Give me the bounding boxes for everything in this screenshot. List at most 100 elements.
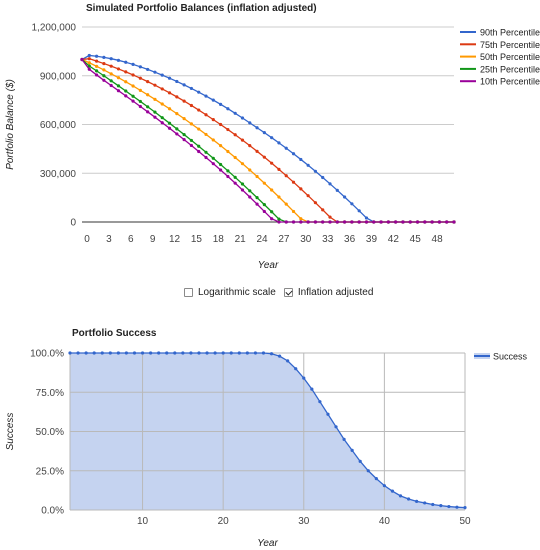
data-point — [445, 220, 449, 224]
chart-title: Simulated Portfolio Balances (inflation … — [86, 3, 317, 14]
legend-label: 90th Percentile — [480, 28, 540, 38]
data-point — [109, 64, 113, 68]
data-point — [328, 182, 332, 186]
data-point — [182, 83, 186, 87]
logarithmic-scale-option[interactable]: Logarithmic scale — [184, 287, 276, 298]
data-point — [248, 189, 252, 193]
inflation-adjusted-checkbox[interactable] — [283, 287, 293, 297]
data-point — [197, 108, 201, 112]
x-tick-label: 3 — [106, 234, 112, 245]
data-point — [189, 122, 194, 126]
data-point — [408, 220, 412, 224]
series-75th-percentile — [80, 57, 456, 224]
data-point — [364, 220, 369, 224]
data-point — [173, 351, 177, 355]
data-point — [328, 220, 332, 224]
data-point — [146, 80, 150, 84]
y-tick-label: 0 — [70, 218, 76, 229]
data-point — [306, 220, 310, 224]
data-point — [138, 99, 142, 104]
data-point — [284, 174, 288, 178]
data-point — [277, 167, 281, 171]
data-point — [277, 220, 281, 224]
data-point — [140, 351, 145, 355]
data-point — [299, 187, 303, 191]
data-point — [255, 174, 259, 179]
data-point — [321, 175, 325, 180]
data-point — [437, 220, 442, 224]
data-point — [294, 367, 298, 371]
data-point — [116, 58, 121, 62]
data-point — [240, 188, 245, 192]
data-point — [423, 220, 427, 224]
data-point — [306, 163, 310, 167]
data-point — [350, 448, 354, 452]
data-point — [204, 132, 208, 137]
data-point — [102, 78, 106, 82]
data-point — [401, 220, 405, 224]
data-point — [240, 182, 245, 186]
data-point — [189, 103, 194, 108]
data-point — [108, 351, 112, 355]
data-point — [342, 437, 346, 441]
data-point — [189, 143, 194, 148]
data-point — [406, 497, 411, 501]
data-point — [357, 209, 361, 213]
data-point — [132, 351, 137, 355]
data-point — [270, 161, 274, 165]
data-point — [153, 115, 157, 119]
data-point — [262, 181, 266, 185]
data-point — [160, 116, 164, 120]
logarithmic-scale-checkbox[interactable] — [184, 287, 193, 297]
x-tick-label: 10 — [137, 516, 149, 527]
data-point — [131, 94, 135, 98]
data-point — [109, 83, 113, 88]
data-point — [153, 110, 157, 114]
y-tick-label: 1,200,000 — [32, 23, 77, 34]
data-point — [455, 505, 459, 509]
legend-label: 25th Percentile — [480, 64, 540, 74]
data-point — [189, 86, 194, 91]
series-line — [81, 54, 454, 223]
data-point — [218, 162, 223, 167]
data-point — [160, 121, 164, 125]
data-point — [255, 149, 259, 153]
data-point — [146, 105, 150, 109]
data-point — [415, 220, 420, 224]
data-point — [116, 89, 121, 93]
data-point — [233, 111, 237, 115]
data-point — [92, 351, 96, 355]
data-point — [175, 127, 179, 131]
data-point — [87, 64, 91, 68]
data-point — [390, 489, 395, 493]
data-point — [87, 53, 91, 58]
series-line — [81, 59, 454, 223]
data-point — [109, 57, 113, 61]
data-point — [160, 102, 164, 106]
data-point — [197, 127, 201, 131]
legend-label: 50th Percentile — [480, 52, 540, 62]
data-point — [374, 477, 378, 481]
inflation-adjusted-option[interactable]: Inflation adjusted — [283, 286, 374, 298]
data-point — [160, 87, 164, 91]
x-tick-label: 40 — [379, 516, 391, 527]
y-tick-label: 25.0% — [36, 466, 64, 477]
data-point — [218, 122, 223, 127]
x-axis-title: Year — [258, 260, 279, 271]
inflation-adjusted-label: Inflation adjusted — [297, 286, 374, 298]
data-point — [167, 126, 172, 130]
data-point — [277, 141, 281, 145]
data-point — [233, 181, 237, 185]
data-point — [415, 499, 419, 503]
data-point — [386, 220, 390, 224]
data-point — [261, 351, 266, 355]
data-point — [350, 220, 354, 224]
data-point — [221, 351, 225, 355]
data-point — [175, 112, 179, 116]
data-point — [138, 88, 142, 92]
data-point — [313, 169, 318, 173]
data-point — [124, 60, 128, 64]
data-point — [153, 70, 157, 74]
data-point — [245, 351, 249, 355]
data-point — [350, 202, 354, 206]
